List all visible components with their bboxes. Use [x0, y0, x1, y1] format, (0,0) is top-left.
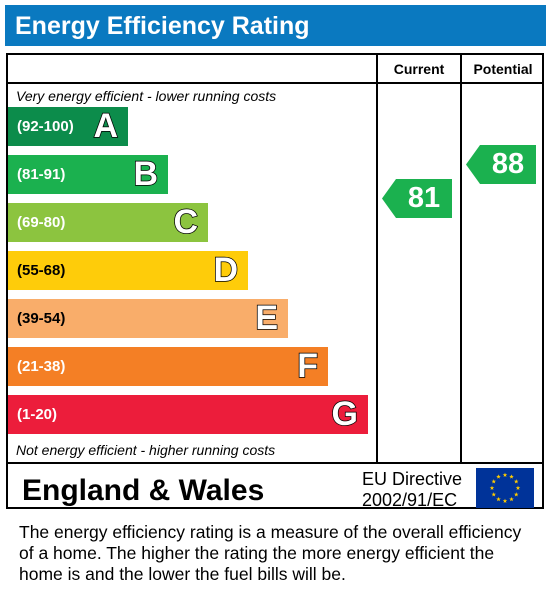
rating-band-g: (1-20) G [8, 394, 368, 434]
eu-star [513, 479, 519, 484]
bottom-caption: Not energy efficient - higher running co… [16, 442, 276, 458]
rating-band-d: (55-68) D [8, 250, 248, 290]
band-letter: A [93, 106, 119, 146]
eu-star [502, 472, 508, 477]
chart-title: Energy Efficiency Rating [15, 12, 310, 40]
band-range-label: (92-100) [17, 118, 74, 135]
arrow-shape [466, 145, 536, 184]
region-label: England & Wales [22, 474, 265, 507]
eu-star [502, 498, 508, 503]
current-rating-value: 81 [407, 182, 441, 214]
explanatory-note: The energy efficiency rating is a measur… [19, 522, 522, 584]
band-letter: G [331, 394, 359, 434]
eu-star [489, 485, 495, 490]
title-bar: Energy Efficiency Rating [5, 5, 546, 46]
band-range-label: (1-20) [17, 406, 58, 423]
current-column-divider [376, 53, 378, 464]
current-column-header: Current [393, 61, 445, 77]
band-range-label: (81-91) [17, 166, 66, 183]
header-divider [6, 82, 544, 84]
eu-star [496, 496, 501, 502]
rating-band-e: (39-54) E [8, 298, 288, 338]
rating-band-c: (69-80) C [8, 202, 208, 242]
eu-star [513, 492, 519, 497]
potential-column-header: Potential [473, 61, 533, 77]
rating-band-f: (21-38) F [8, 346, 328, 386]
eu-star [509, 474, 514, 479]
band-letter: B [133, 154, 159, 194]
rating-band-b: (81-91) B [8, 154, 168, 194]
eu-directive: EU Directive 2002/91/EC [362, 469, 462, 511]
potential-rating-arrow: 88 [466, 145, 536, 184]
eu-star [515, 485, 521, 490]
directive-line-2: 2002/91/EC [362, 490, 458, 510]
eu-star [509, 496, 514, 502]
rating-frame [6, 53, 544, 509]
band-letter: C [173, 202, 199, 242]
eu-star [496, 474, 501, 479]
band-range-label: (21-38) [17, 358, 66, 375]
potential-rating-value: 88 [491, 148, 525, 180]
rating-band-a: (92-100) A [8, 106, 128, 146]
top-caption: Very energy efficient - lower running co… [16, 88, 277, 104]
eu-flag-icon [476, 468, 534, 508]
band-letter: E [255, 298, 279, 338]
arrow-shape [382, 179, 452, 218]
band-letter: F [296, 346, 318, 386]
eu-star [491, 479, 497, 484]
eu-stars [489, 472, 521, 503]
footer-divider [6, 462, 544, 464]
directive-line-1: EU Directive [362, 469, 463, 489]
band-range-label: (55-68) [17, 262, 66, 279]
eu-star [491, 492, 497, 497]
band-range-label: (39-54) [17, 310, 66, 327]
band-range-label: (69-80) [17, 214, 66, 231]
potential-column-divider [460, 53, 462, 464]
band-letter: D [213, 250, 239, 290]
current-rating-arrow: 81 [382, 179, 452, 218]
